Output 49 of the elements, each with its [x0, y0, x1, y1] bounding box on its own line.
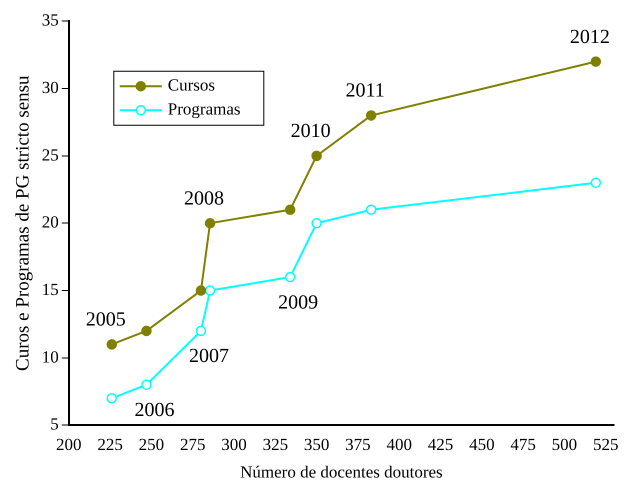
- y-tick-label: 30: [42, 78, 59, 97]
- x-tick-label: 225: [97, 434, 123, 454]
- x-tick-label: 350: [304, 434, 330, 454]
- x-tick-label: 300: [221, 434, 247, 454]
- x-tick-label: 200: [56, 434, 82, 454]
- x-tick-label: 475: [510, 434, 536, 454]
- annotation: 2005: [86, 308, 126, 331]
- y-tick-label: 5: [50, 414, 59, 434]
- x-axis-title: Número de docentes doutores: [240, 462, 443, 482]
- x-tick-label: 425: [428, 434, 454, 454]
- point: [311, 150, 322, 162]
- x-tick-label: 400: [386, 434, 412, 454]
- y-tick-label: 10: [42, 347, 59, 366]
- annotation: 2008: [184, 187, 224, 210]
- x-tick-label: 500: [552, 434, 578, 454]
- point: [366, 204, 376, 215]
- point: [366, 110, 376, 121]
- point: [196, 285, 206, 296]
- point: [106, 339, 118, 350]
- point: [590, 178, 602, 188]
- point: [590, 56, 602, 67]
- y-axis-title: Curos e Programas de PG stricto sensu: [12, 74, 34, 371]
- x-tick-label: 250: [138, 434, 164, 454]
- annotation: 2010: [290, 120, 331, 142]
- annotation: 2006: [134, 399, 174, 422]
- y-tick-label: 35: [42, 10, 59, 30]
- annotation: 2012: [570, 26, 610, 48]
- point: [284, 272, 296, 282]
- legend-label: Cursos: [168, 76, 216, 95]
- point: [204, 218, 216, 228]
- point: [204, 285, 216, 296]
- y-tick-label: 20: [42, 212, 59, 232]
- annotation: 2009: [278, 291, 318, 314]
- y-tick-label: 15: [42, 280, 59, 299]
- annotation: 2007: [188, 345, 229, 368]
- point: [141, 326, 152, 336]
- x-tick-label: 325: [262, 434, 288, 454]
- y-tick-label: 25: [42, 145, 59, 164]
- x-tick-label: 450: [469, 434, 495, 454]
- point: [106, 393, 118, 404]
- point: [284, 204, 296, 215]
- x-tick-label: 275: [180, 434, 206, 454]
- point: [311, 218, 322, 228]
- legend-label: Programas: [168, 100, 241, 119]
- point: [141, 380, 152, 390]
- x-tick-label: 525: [592, 434, 618, 454]
- annotation: 2011: [346, 80, 385, 102]
- x-tick-label: 375: [345, 434, 371, 454]
- point: [196, 326, 206, 336]
